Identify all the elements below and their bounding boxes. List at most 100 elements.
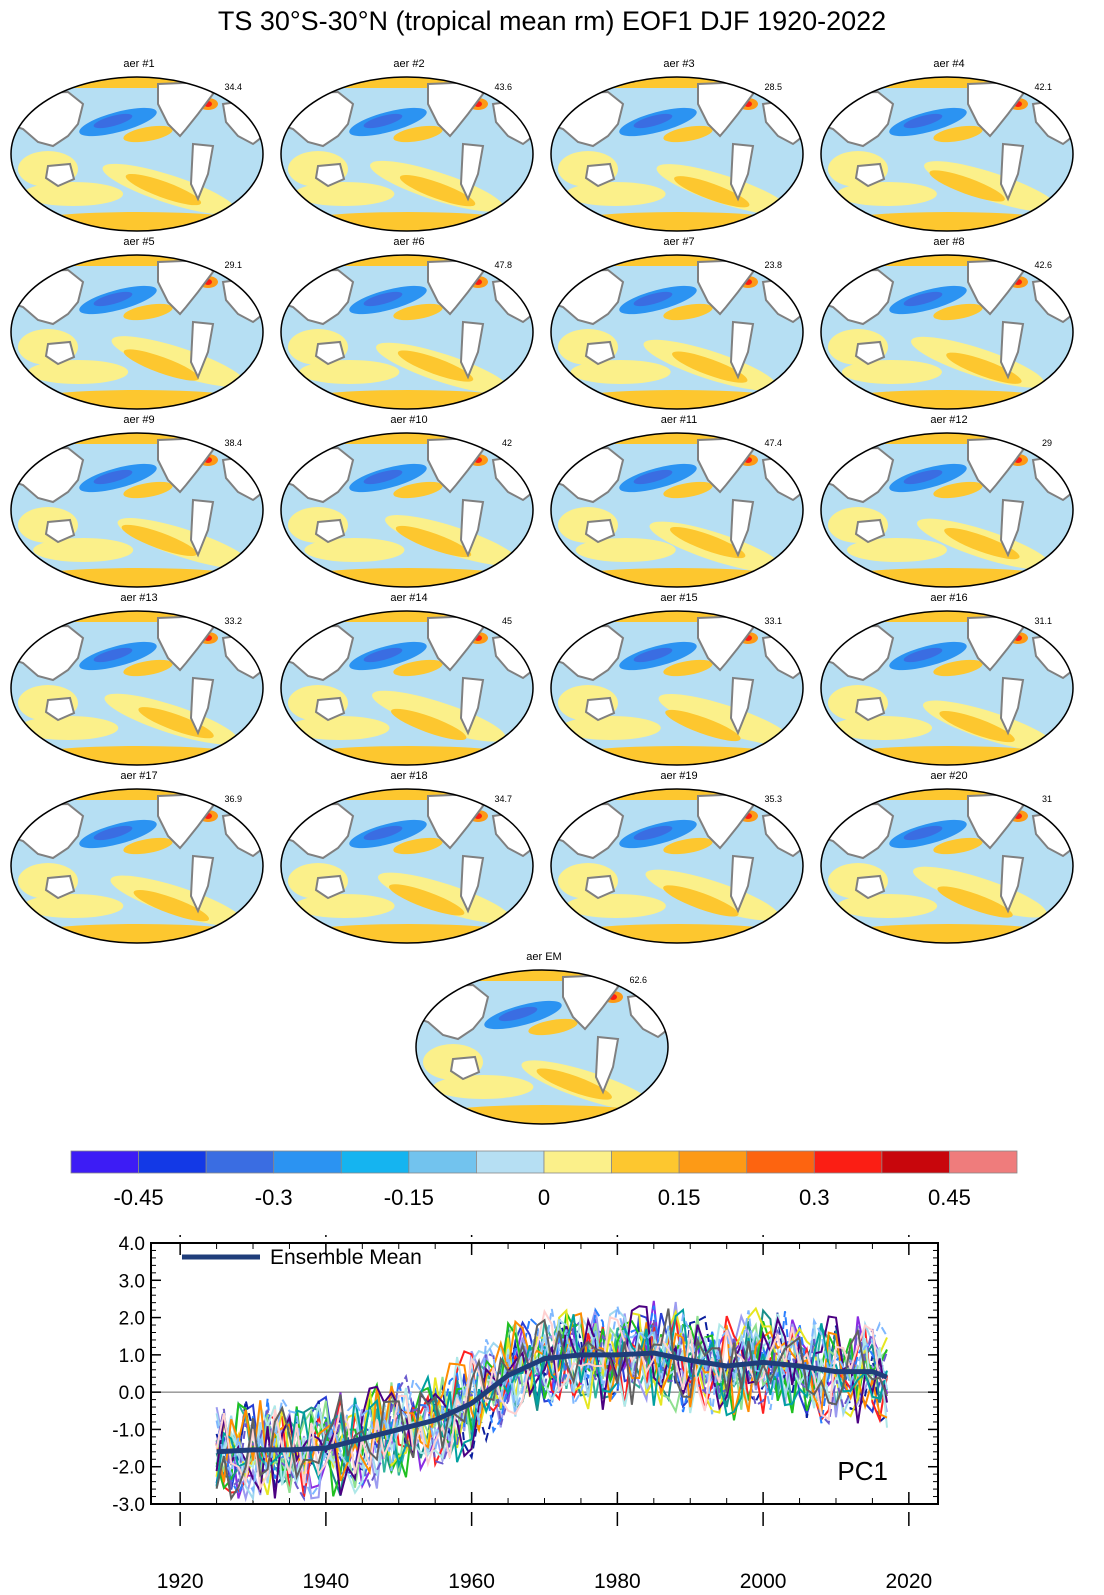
eof-map — [280, 432, 534, 588]
colorbar-swatch — [881, 1150, 950, 1174]
panel-variance: 35.3 — [764, 794, 782, 804]
colorbar-swatch — [340, 1150, 410, 1174]
y-tick-label: -3.0 — [112, 1495, 145, 1516]
y-tick-label: 0.0 — [119, 1383, 145, 1404]
colorbar-swatch — [746, 1150, 815, 1174]
map-panel: aer #2 43.6 — [278, 58, 540, 232]
panel-label: aer #5 — [123, 236, 155, 248]
colorbar-tick-label: 0.15 — [658, 1185, 701, 1210]
panel-label: aer #12 — [930, 414, 968, 426]
map-panel: aer #13 33.2 — [8, 592, 270, 766]
colorbar-swatch — [813, 1150, 883, 1174]
panel-variance: 34.4 — [224, 82, 242, 92]
map-panel: aer #4 42.1 — [818, 58, 1080, 232]
map-panel: aer #5 29.1 — [8, 236, 270, 410]
y-tick-label: 2.0 — [119, 1309, 145, 1330]
panel-variance: 42.6 — [1034, 260, 1052, 270]
panel-label: aer #15 — [660, 592, 698, 604]
y-tick-label: -2.0 — [112, 1458, 145, 1479]
panel-label: aer #20 — [930, 770, 968, 782]
panel-label: aer #8 — [933, 236, 965, 248]
pc-label: PC1 — [837, 1456, 888, 1486]
colorbar-swatch — [138, 1150, 207, 1174]
panel-variance: 47.8 — [494, 260, 512, 270]
y-tick-label: 4.0 — [119, 1235, 145, 1255]
map-grid: aer #1 34.4 aer #2 43.6 aer #3 28.5 aer #4 42.1… — [0, 58, 1104, 1130]
panel-label: aer #18 — [390, 770, 428, 782]
map-panel: aer #19 35.3 — [548, 770, 810, 944]
y-tick-label: 3.0 — [119, 1271, 145, 1292]
panel-label: aer #4 — [933, 58, 965, 70]
colorbar-tick-label: 0 — [538, 1185, 550, 1210]
panel-variance: 62.6 — [629, 975, 647, 985]
eof-map — [820, 254, 1074, 410]
x-tick-label: 2020 — [885, 1570, 932, 1593]
panel-variance: 47.4 — [764, 438, 782, 448]
panel-variance: 34.7 — [494, 794, 512, 804]
eof-map — [550, 610, 804, 766]
panel-variance: 45 — [501, 616, 512, 626]
colorbar-swatch — [476, 1150, 545, 1174]
eof-map — [550, 254, 804, 410]
panel-variance: 29 — [1041, 438, 1052, 448]
x-tick-label: 1920 — [157, 1570, 204, 1593]
map-panel: aer #18 34.7 — [278, 770, 540, 944]
panel-variance: 33.2 — [224, 616, 242, 626]
panel-label: aer #6 — [393, 236, 425, 248]
panel-label: aer #10 — [390, 414, 428, 426]
eof-map — [820, 432, 1074, 588]
pc1-timeseries-chart: 4.0 3.0 2.0 1.0 0.0 -1.0 -2.0 -3.0 1920 1940 1960 1… — [112, 1235, 939, 1593]
panel-label: aer #2 — [393, 58, 425, 70]
x-tick-label: 1940 — [303, 1570, 350, 1593]
eof-map — [10, 610, 264, 766]
map-panel: aer #9 38.4 — [8, 414, 270, 588]
panel-variance: 23.8 — [764, 260, 782, 270]
eof-map — [820, 76, 1074, 232]
colorbar: -0.45 -0.3 -0.15 0 0.15 0.3 0.45 — [70, 1150, 1018, 1210]
colorbar-tick-label: 0.3 — [799, 1185, 830, 1210]
x-tick-label: 2000 — [740, 1570, 787, 1593]
panel-variance: 43.6 — [494, 82, 512, 92]
panel-variance: 33.1 — [764, 616, 782, 626]
panel-label: aer #16 — [930, 592, 968, 604]
map-panel: aer #16 31.1 — [818, 592, 1080, 766]
page-title: TS 30°S-30°N (tropical mean rm) EOF1 DJF… — [217, 6, 887, 36]
panel-label: aer #3 — [663, 58, 695, 70]
colorbar-swatch — [949, 1150, 1018, 1174]
panel-label: aer #1 — [123, 58, 155, 70]
ensemble-mean-line — [216, 1350, 888, 1455]
panel-label: aer EM — [526, 951, 562, 963]
panel-variance: 36.9 — [224, 794, 242, 804]
legend-label: Ensemble Mean — [270, 1246, 422, 1269]
member-series-line — [215, 1313, 888, 1495]
eof-map — [550, 76, 804, 232]
panel-variance: 38.4 — [224, 438, 242, 448]
eof-map — [280, 254, 534, 410]
panel-variance: 31 — [1041, 794, 1052, 804]
colorbar-swatch — [205, 1150, 275, 1174]
map-panel: aer #6 47.8 — [278, 236, 540, 410]
colorbar-swatch — [543, 1150, 612, 1174]
map-panel: aer #12 29 — [818, 414, 1080, 588]
colorbar-tick-label: 0.45 — [928, 1185, 971, 1210]
panel-variance: 31.1 — [1034, 616, 1052, 626]
panel-variance: 42.1 — [1034, 82, 1052, 92]
panel-label: aer #9 — [123, 414, 155, 426]
colorbar-swatch — [273, 1150, 342, 1174]
map-panel: aer #20 31 — [818, 770, 1080, 944]
eof-map — [280, 76, 534, 232]
x-tick-label: 1960 — [448, 1570, 495, 1593]
map-panel: aer #3 28.5 — [548, 58, 810, 232]
member-series-line — [215, 1308, 888, 1502]
map-panel: aer EM 62.6 — [413, 951, 675, 1125]
eof-map — [280, 610, 534, 766]
colorbar-swatch — [408, 1150, 477, 1174]
map-panel: aer #8 42.6 — [818, 236, 1080, 410]
colorbar-tick-label: -0.3 — [255, 1185, 293, 1210]
panel-variance: 28.5 — [764, 82, 782, 92]
y-tick-label: -1.0 — [112, 1420, 145, 1441]
panel-label: aer #19 — [660, 770, 698, 782]
x-tick-label: 1980 — [594, 1570, 641, 1593]
eof-map — [820, 610, 1074, 766]
member-series-line — [215, 1305, 888, 1499]
